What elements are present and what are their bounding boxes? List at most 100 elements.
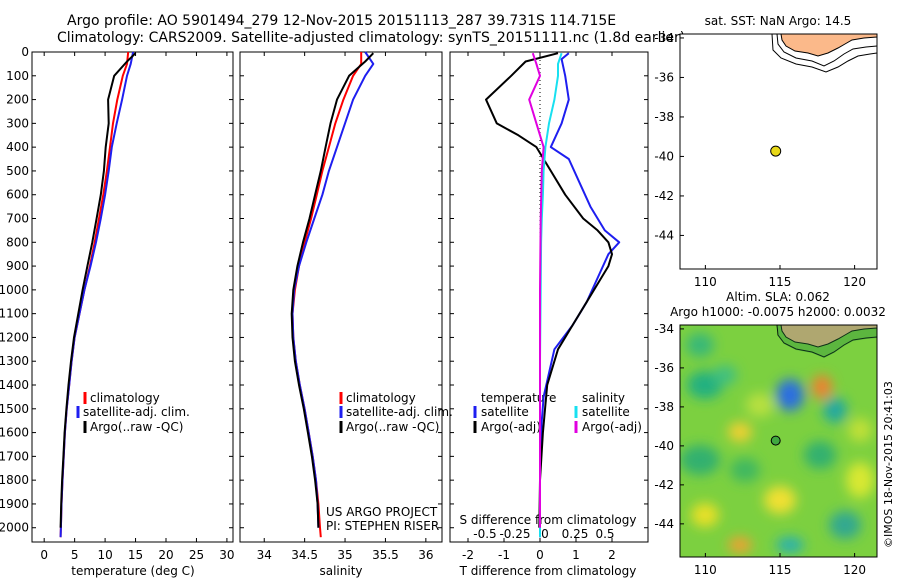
lat-tick-label: -34 bbox=[654, 322, 674, 336]
lon-tick-label: 110 bbox=[694, 563, 717, 577]
lat-tick-label: -34 bbox=[654, 31, 674, 45]
depth-tick-label: 1900 bbox=[0, 497, 29, 511]
argo-float-marker bbox=[770, 435, 781, 446]
series-line bbox=[528, 52, 545, 528]
lat-tick-label: -38 bbox=[654, 110, 674, 124]
legend-salinity-title: salinity bbox=[582, 391, 625, 405]
depth-tick-label: 500 bbox=[6, 164, 29, 178]
lat-tick-label: -40 bbox=[654, 149, 674, 163]
x-tick-label: 10 bbox=[97, 548, 112, 562]
x-tick-label: 0 bbox=[536, 548, 544, 562]
series-line bbox=[291, 51, 375, 528]
argo-float-marker bbox=[770, 145, 782, 157]
depth-tick-label: 800 bbox=[6, 235, 29, 249]
x-tick-label: 5 bbox=[71, 548, 79, 562]
imos-stamp: ©IMOS 18-Nov-2015 20:41:03 bbox=[882, 381, 895, 548]
lat-tick-label: -36 bbox=[654, 361, 674, 375]
coastline-land bbox=[780, 325, 877, 348]
temperature-axis-label: temperature (deg C) bbox=[71, 564, 194, 578]
t-diff-axis-label: T difference from climatology bbox=[459, 564, 637, 578]
x-tick-label: 34 bbox=[257, 548, 272, 562]
depth-tick-label: 1500 bbox=[0, 402, 29, 416]
legend-t-satellite: satellite bbox=[481, 405, 529, 419]
x-tick-label: 1 bbox=[572, 548, 580, 562]
series-line bbox=[291, 52, 363, 538]
lat-tick-label: -44 bbox=[654, 228, 674, 242]
legend-satellite-adj: satellite-adj. clim. bbox=[83, 405, 190, 419]
coastline-land bbox=[780, 34, 877, 57]
lat-tick-label: -42 bbox=[654, 189, 674, 203]
series-line bbox=[59, 51, 135, 538]
map-sla-subtitle: Argo h1000: -0.0075 h2000: 0.0032 bbox=[670, 305, 886, 319]
x-top-tick-label: 0.25 bbox=[562, 527, 589, 541]
depth-tick-label: 2000 bbox=[0, 521, 29, 535]
shelf-contour bbox=[776, 34, 877, 67]
legend-temperature-panel: climatology satellite-adj. clim. Argo(..… bbox=[76, 391, 190, 434]
map-sla-title: Altim. SLA: 0.062 bbox=[726, 290, 830, 304]
map-sst-title: sat. SST: NaN Argo: 14.5 bbox=[705, 14, 852, 28]
legend-t-argo: Argo(-adj) bbox=[481, 420, 541, 434]
depth-tick-label: 100 bbox=[6, 69, 29, 83]
lon-tick-label: 115 bbox=[769, 275, 792, 289]
x-tick-label: -2 bbox=[462, 548, 474, 562]
legend-s-satellite: satellite bbox=[582, 405, 630, 419]
series-line bbox=[485, 52, 613, 528]
depth-tick-label: 1800 bbox=[0, 473, 29, 487]
header-line2: Climatology: CARS2009. Satellite-adjuste… bbox=[57, 30, 685, 46]
depth-tick-label: 200 bbox=[6, 93, 29, 107]
s-diff-axis-label: S difference from climatology bbox=[460, 513, 637, 527]
lat-tick-label: -38 bbox=[654, 400, 674, 414]
lon-tick-label: 115 bbox=[769, 563, 792, 577]
legend-argo: Argo(..raw -QC) bbox=[346, 420, 439, 434]
lat-tick-label: -40 bbox=[654, 439, 674, 453]
x-tick-label: 35.5 bbox=[372, 548, 399, 562]
x-tick-label: 2 bbox=[608, 548, 616, 562]
lon-tick-label: 110 bbox=[694, 275, 717, 289]
depth-tick-label: 0 bbox=[21, 45, 29, 59]
salinity-axis-label: salinity bbox=[319, 564, 362, 578]
x-tick-label: 15 bbox=[128, 548, 143, 562]
x-top-tick-label: -0.5 bbox=[473, 527, 496, 541]
x-tick-label: -1 bbox=[498, 548, 510, 562]
panel-salinity-frame bbox=[239, 51, 443, 543]
series-line bbox=[59, 51, 130, 538]
panel-difference-frame bbox=[449, 51, 649, 543]
x-tick-label: 34.5 bbox=[291, 548, 318, 562]
depth-tick-label: 1600 bbox=[0, 426, 29, 440]
lon-tick-label: 120 bbox=[843, 275, 866, 289]
legend-salinity-panel: climatology satellite-adj. clim. Argo(..… bbox=[339, 391, 453, 434]
shelf-contour bbox=[776, 325, 877, 358]
series-line bbox=[59, 52, 137, 528]
x-top-tick-label: -0.25 bbox=[499, 527, 530, 541]
legend-argo: Argo(..raw -QC) bbox=[90, 420, 183, 434]
series-line bbox=[290, 52, 375, 528]
panel-difference: S difference from climatology T differen… bbox=[449, 51, 649, 578]
depth-tick-label: 1200 bbox=[0, 330, 29, 344]
depth-tick-label: 1400 bbox=[0, 378, 29, 392]
credit-line2: PI: STEPHEN RISER bbox=[326, 519, 439, 533]
depth-tick-label: 400 bbox=[6, 140, 29, 154]
depth-tick-label: 300 bbox=[6, 116, 29, 130]
legend-difference-panel: temperature salinity satellite Argo(-adj… bbox=[473, 391, 642, 434]
depth-tick-label: 900 bbox=[6, 259, 29, 273]
depth-tick-label: 600 bbox=[6, 188, 29, 202]
lat-tick-label: -42 bbox=[654, 478, 674, 492]
shelf-contour bbox=[771, 34, 877, 73]
x-tick-label: 36 bbox=[418, 548, 433, 562]
x-tick-label: 25 bbox=[189, 548, 204, 562]
x-tick-label: 20 bbox=[158, 548, 173, 562]
legend-satellite-adj: satellite-adj. clim. bbox=[346, 405, 453, 419]
depth-tick-label: 1700 bbox=[0, 449, 29, 463]
map-sla-panel: Altim. SLA: 0.062 Argo h1000: -0.0075 h2… bbox=[670, 290, 886, 558]
depth-tick-label: 1300 bbox=[0, 354, 29, 368]
x-top-tick-label: 0 bbox=[541, 527, 549, 541]
series-line bbox=[539, 52, 563, 538]
credit-line1: US ARGO PROJECT bbox=[326, 505, 438, 519]
legend-temperature-title: temperature bbox=[481, 391, 556, 405]
lat-tick-label: -44 bbox=[654, 517, 674, 531]
depth-tick-label: 1100 bbox=[0, 307, 29, 321]
header-line1: Argo profile: AO 5901494_279 12-Nov-2015… bbox=[67, 13, 616, 29]
depth-tick-label: 1000 bbox=[0, 283, 29, 297]
x-tick-label: 0 bbox=[40, 548, 48, 562]
